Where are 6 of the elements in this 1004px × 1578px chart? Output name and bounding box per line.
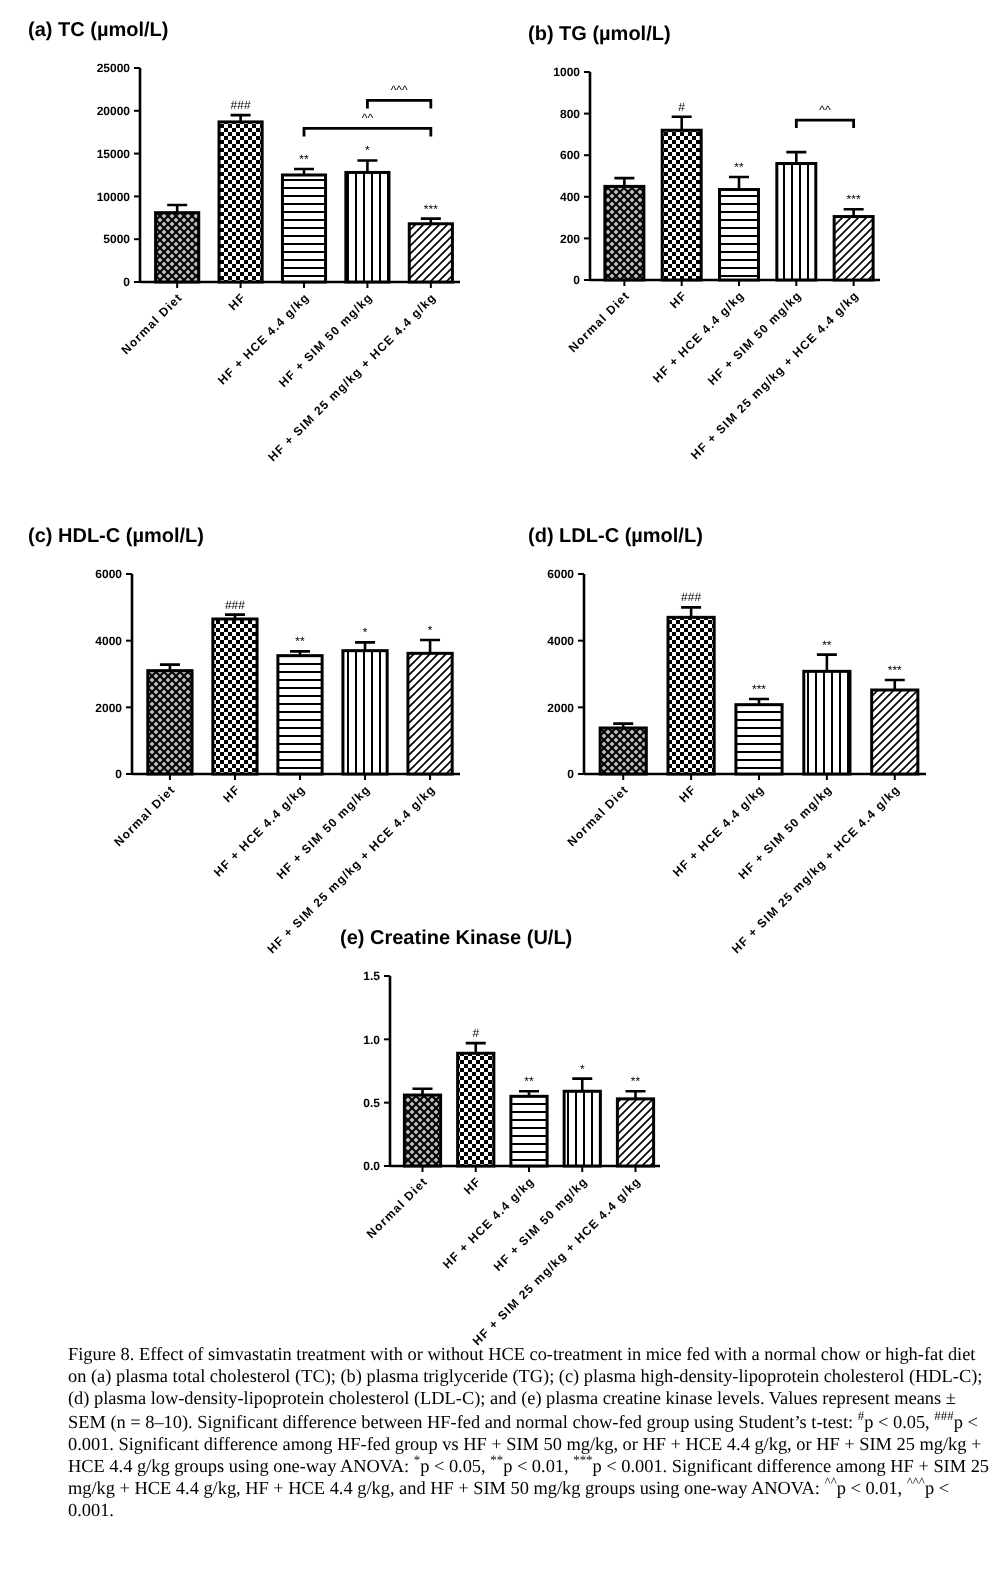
chart-title: (a) TC (µmol/L) bbox=[28, 20, 169, 42]
chart-title: (b) TG (µmol/L) bbox=[528, 24, 671, 46]
chart-title: (c) HDL-C (µmol/L) bbox=[28, 526, 204, 548]
chart-title: (e) Creatine Kinase (U/L) bbox=[340, 928, 573, 950]
chart-title: (d) LDL-C (µmol/L) bbox=[528, 526, 703, 548]
text: Figure 8. Effect of simvastatin treatment with or without HCE co-treatment in mice fed with a normal chow or high-fat diet on (a) plasma total cholesterol (TC); (b) plasma triglyceride (TG); (c) plasma high-density-lipoprotein cholesterol (HDL-C); (d) plasma low-density-lipoprotein cholesterol (LDL-C); and (e) plasma creatine kinase levels. Values represent means ± SEM (n = 8–10). Significant difference between HF-fed and normal chow-fed group using Student’s t-test: $^{#}$p < 0.05, $^{###}$p < 0.001. Significant difference among HF-fed group vs HF + SIM 50 mg/kg, or HF + HCE 4.4 g/kg, or HF + SIM 25 mg/kg + HCE 4.4 g/kg groups using one-way ANOVA: $^{*}$p < 0.05, $^{**}$p < 0.01, $^{***}$p < 0.001. Significant difference among HF + SIM 25 mg/kg + HCE 4.4 g/kg, HF + HCE 4.4 g/kg, and HF + SIM 50 mg/kg groups using one-way ANOVA: $^{^^}$p < 0.01, $^{^^^}$p < 0.001. bbox=[68, 1344, 990, 1521]
